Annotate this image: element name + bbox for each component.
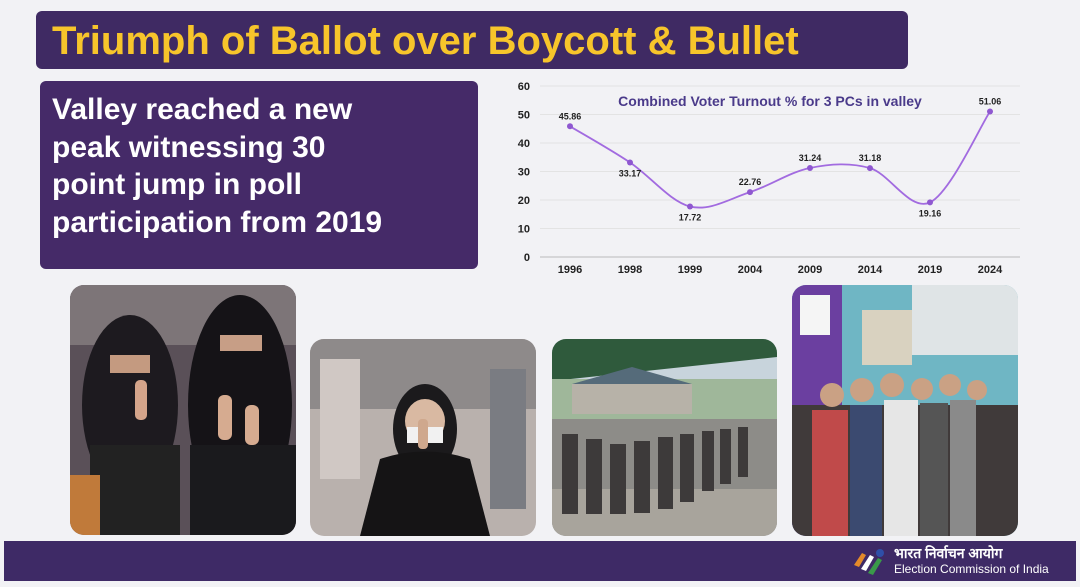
data-point xyxy=(867,165,873,172)
y-tick-label: 60 xyxy=(518,81,530,93)
y-tick-label: 30 xyxy=(518,167,530,179)
data-label: 31.24 xyxy=(799,153,822,163)
photo-women-showing-inked-fingers xyxy=(70,285,296,535)
org-name-english: Election Commission of India xyxy=(894,562,1049,576)
footer-bar: भारत निर्वाचन आयोग Election Commission o… xyxy=(4,541,1076,581)
chart-title: Combined Voter Turnout % for 3 PCs in va… xyxy=(618,93,922,109)
y-tick-label: 20 xyxy=(518,195,530,207)
x-tick-label: 2004 xyxy=(738,264,763,276)
data-label: 45.86 xyxy=(559,111,582,121)
title-banner: Triumph of Ballot over Boycott & Bullet xyxy=(36,11,908,69)
y-tick-label: 10 xyxy=(518,224,530,236)
x-tick-label: 1999 xyxy=(678,264,702,276)
x-tick-label: 2014 xyxy=(858,264,883,276)
data-point xyxy=(747,189,753,196)
highlight-box: Valley reached a new peak witnessing 30 … xyxy=(40,81,478,269)
eci-logo-icon xyxy=(854,549,884,575)
y-tick-label: 50 xyxy=(518,110,530,122)
data-label: 17.72 xyxy=(679,212,702,222)
data-point xyxy=(687,203,693,210)
y-tick-label: 0 xyxy=(524,252,530,264)
photo-men-in-queue xyxy=(792,285,1018,536)
photo-voter-queue-outside-booth xyxy=(552,339,777,536)
data-label: 51.06 xyxy=(979,96,1002,106)
data-point xyxy=(567,123,573,130)
x-tick-label: 1996 xyxy=(558,264,582,276)
x-tick-label: 2024 xyxy=(978,264,1003,276)
data-label: 22.76 xyxy=(739,177,762,187)
page-title: Triumph of Ballot over Boycott & Bullet xyxy=(52,19,799,63)
x-tick-label: 2019 xyxy=(918,264,942,276)
x-tick-label: 2009 xyxy=(798,264,822,276)
data-point xyxy=(987,108,993,115)
turnout-line-chart: Combined Voter Turnout % for 3 PCs in va… xyxy=(518,81,1020,276)
series-line xyxy=(569,110,991,209)
highlight-text: Valley reached a new peak witnessing 30 … xyxy=(52,93,383,239)
x-tick-label: 1998 xyxy=(618,264,642,276)
data-label: 19.16 xyxy=(919,208,942,218)
data-point xyxy=(927,199,933,206)
data-point xyxy=(627,159,633,166)
photo-woman-in-hijab xyxy=(310,339,536,536)
data-point xyxy=(807,164,813,171)
data-label: 31.18 xyxy=(859,153,882,163)
data-label: 33.17 xyxy=(619,168,642,178)
y-tick-label: 40 xyxy=(518,138,530,150)
org-name-hindi: भारत निर्वाचन आयोग xyxy=(894,545,1003,561)
